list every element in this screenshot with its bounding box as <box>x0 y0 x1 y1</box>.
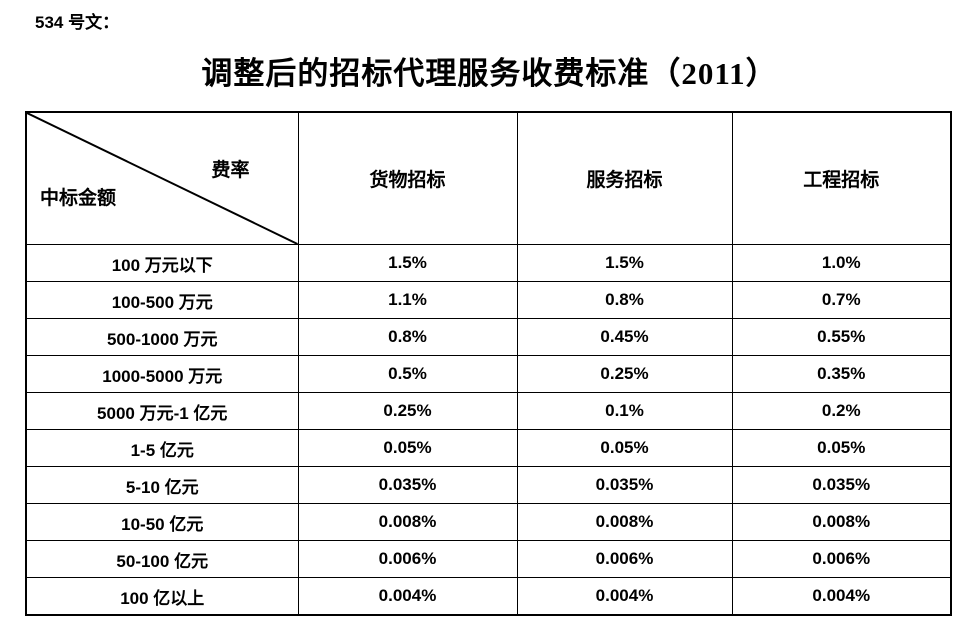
doc-number-label: 534 号文： <box>35 13 120 32</box>
fee-value: 1.5% <box>516 244 733 282</box>
row-label: 500-1000 万元 <box>25 318 299 356</box>
fee-value: 0.55% <box>731 318 952 356</box>
fee-value: 1.5% <box>297 244 518 282</box>
table-row: 10-50 亿元 0.008% 0.008% 0.008% <box>25 503 952 541</box>
row-label: 100 亿以上 <box>25 577 299 616</box>
corner-label-amount: 中标金额 <box>40 188 117 209</box>
fee-value: 0.7% <box>731 281 952 319</box>
fee-value: 0.05% <box>731 429 952 467</box>
col-header-service-bidding: 服务招标 <box>516 111 733 245</box>
fee-value: 0.004% <box>297 577 518 616</box>
fee-value: 0.008% <box>516 503 733 541</box>
fee-value: 0.006% <box>731 540 952 578</box>
table-row: 100 亿以上 0.004% 0.004% 0.004% <box>25 577 952 616</box>
fee-value: 0.006% <box>516 540 733 578</box>
row-label: 5-10 亿元 <box>25 466 299 504</box>
corner-label-rate: 费率 <box>211 160 250 181</box>
fee-value: 0.5% <box>297 355 518 393</box>
fee-value: 0.006% <box>297 540 518 578</box>
fee-value: 0.035% <box>516 466 733 504</box>
col-header-engineering-bidding: 工程招标 <box>731 111 952 245</box>
diagonal-divider <box>27 113 297 244</box>
row-label: 10-50 亿元 <box>25 503 299 541</box>
fee-value: 0.05% <box>297 429 518 467</box>
fee-value: 0.8% <box>516 281 733 319</box>
fee-value: 0.035% <box>731 466 952 504</box>
table-row: 5000 万元-1 亿元 0.25% 0.1% 0.2% <box>25 392 952 430</box>
corner-header-cell: 费率 中标金额 <box>25 111 299 245</box>
row-label: 100-500 万元 <box>25 281 299 319</box>
fee-value: 0.035% <box>297 466 518 504</box>
fee-value: 0.2% <box>731 392 952 430</box>
fee-value: 1.0% <box>731 244 952 282</box>
fee-value: 0.25% <box>516 355 733 393</box>
header-row: 费率 中标金额 货物招标 服务招标 工程招标 <box>25 111 952 245</box>
fee-value: 0.25% <box>297 392 518 430</box>
table-row: 5-10 亿元 0.035% 0.035% 0.035% <box>25 466 952 504</box>
fee-value: 1.1% <box>297 281 518 319</box>
row-label: 1000-5000 万元 <box>25 355 299 393</box>
fee-value: 0.05% <box>516 429 733 467</box>
fee-value: 0.35% <box>731 355 952 393</box>
row-label: 50-100 亿元 <box>25 540 299 578</box>
fee-value: 0.008% <box>297 503 518 541</box>
fee-value: 0.008% <box>731 503 952 541</box>
table-row: 1000-5000 万元 0.5% 0.25% 0.35% <box>25 355 952 393</box>
fee-value: 0.1% <box>516 392 733 430</box>
row-label: 100 万元以下 <box>25 244 299 282</box>
row-label: 1-5 亿元 <box>25 429 299 467</box>
table-row: 100 万元以下 1.5% 1.5% 1.0% <box>25 244 952 282</box>
fee-rate-table: 费率 中标金额 货物招标 服务招标 工程招标 100 万元以下 1.5% 1.5… <box>25 111 952 616</box>
table-row: 1-5 亿元 0.05% 0.05% 0.05% <box>25 429 952 467</box>
fee-value: 0.004% <box>516 577 733 616</box>
fee-value: 0.8% <box>297 318 518 356</box>
fee-value: 0.45% <box>516 318 733 356</box>
fee-value: 0.004% <box>731 577 952 616</box>
page-title: 调整后的招标代理服务收费标准（2011） <box>201 56 778 91</box>
table-row: 50-100 亿元 0.006% 0.006% 0.006% <box>25 540 952 578</box>
col-header-goods-bidding: 货物招标 <box>297 111 518 245</box>
row-label: 5000 万元-1 亿元 <box>25 392 299 430</box>
table-row: 500-1000 万元 0.8% 0.45% 0.55% <box>25 318 952 356</box>
table-row: 100-500 万元 1.1% 0.8% 0.7% <box>25 281 952 319</box>
